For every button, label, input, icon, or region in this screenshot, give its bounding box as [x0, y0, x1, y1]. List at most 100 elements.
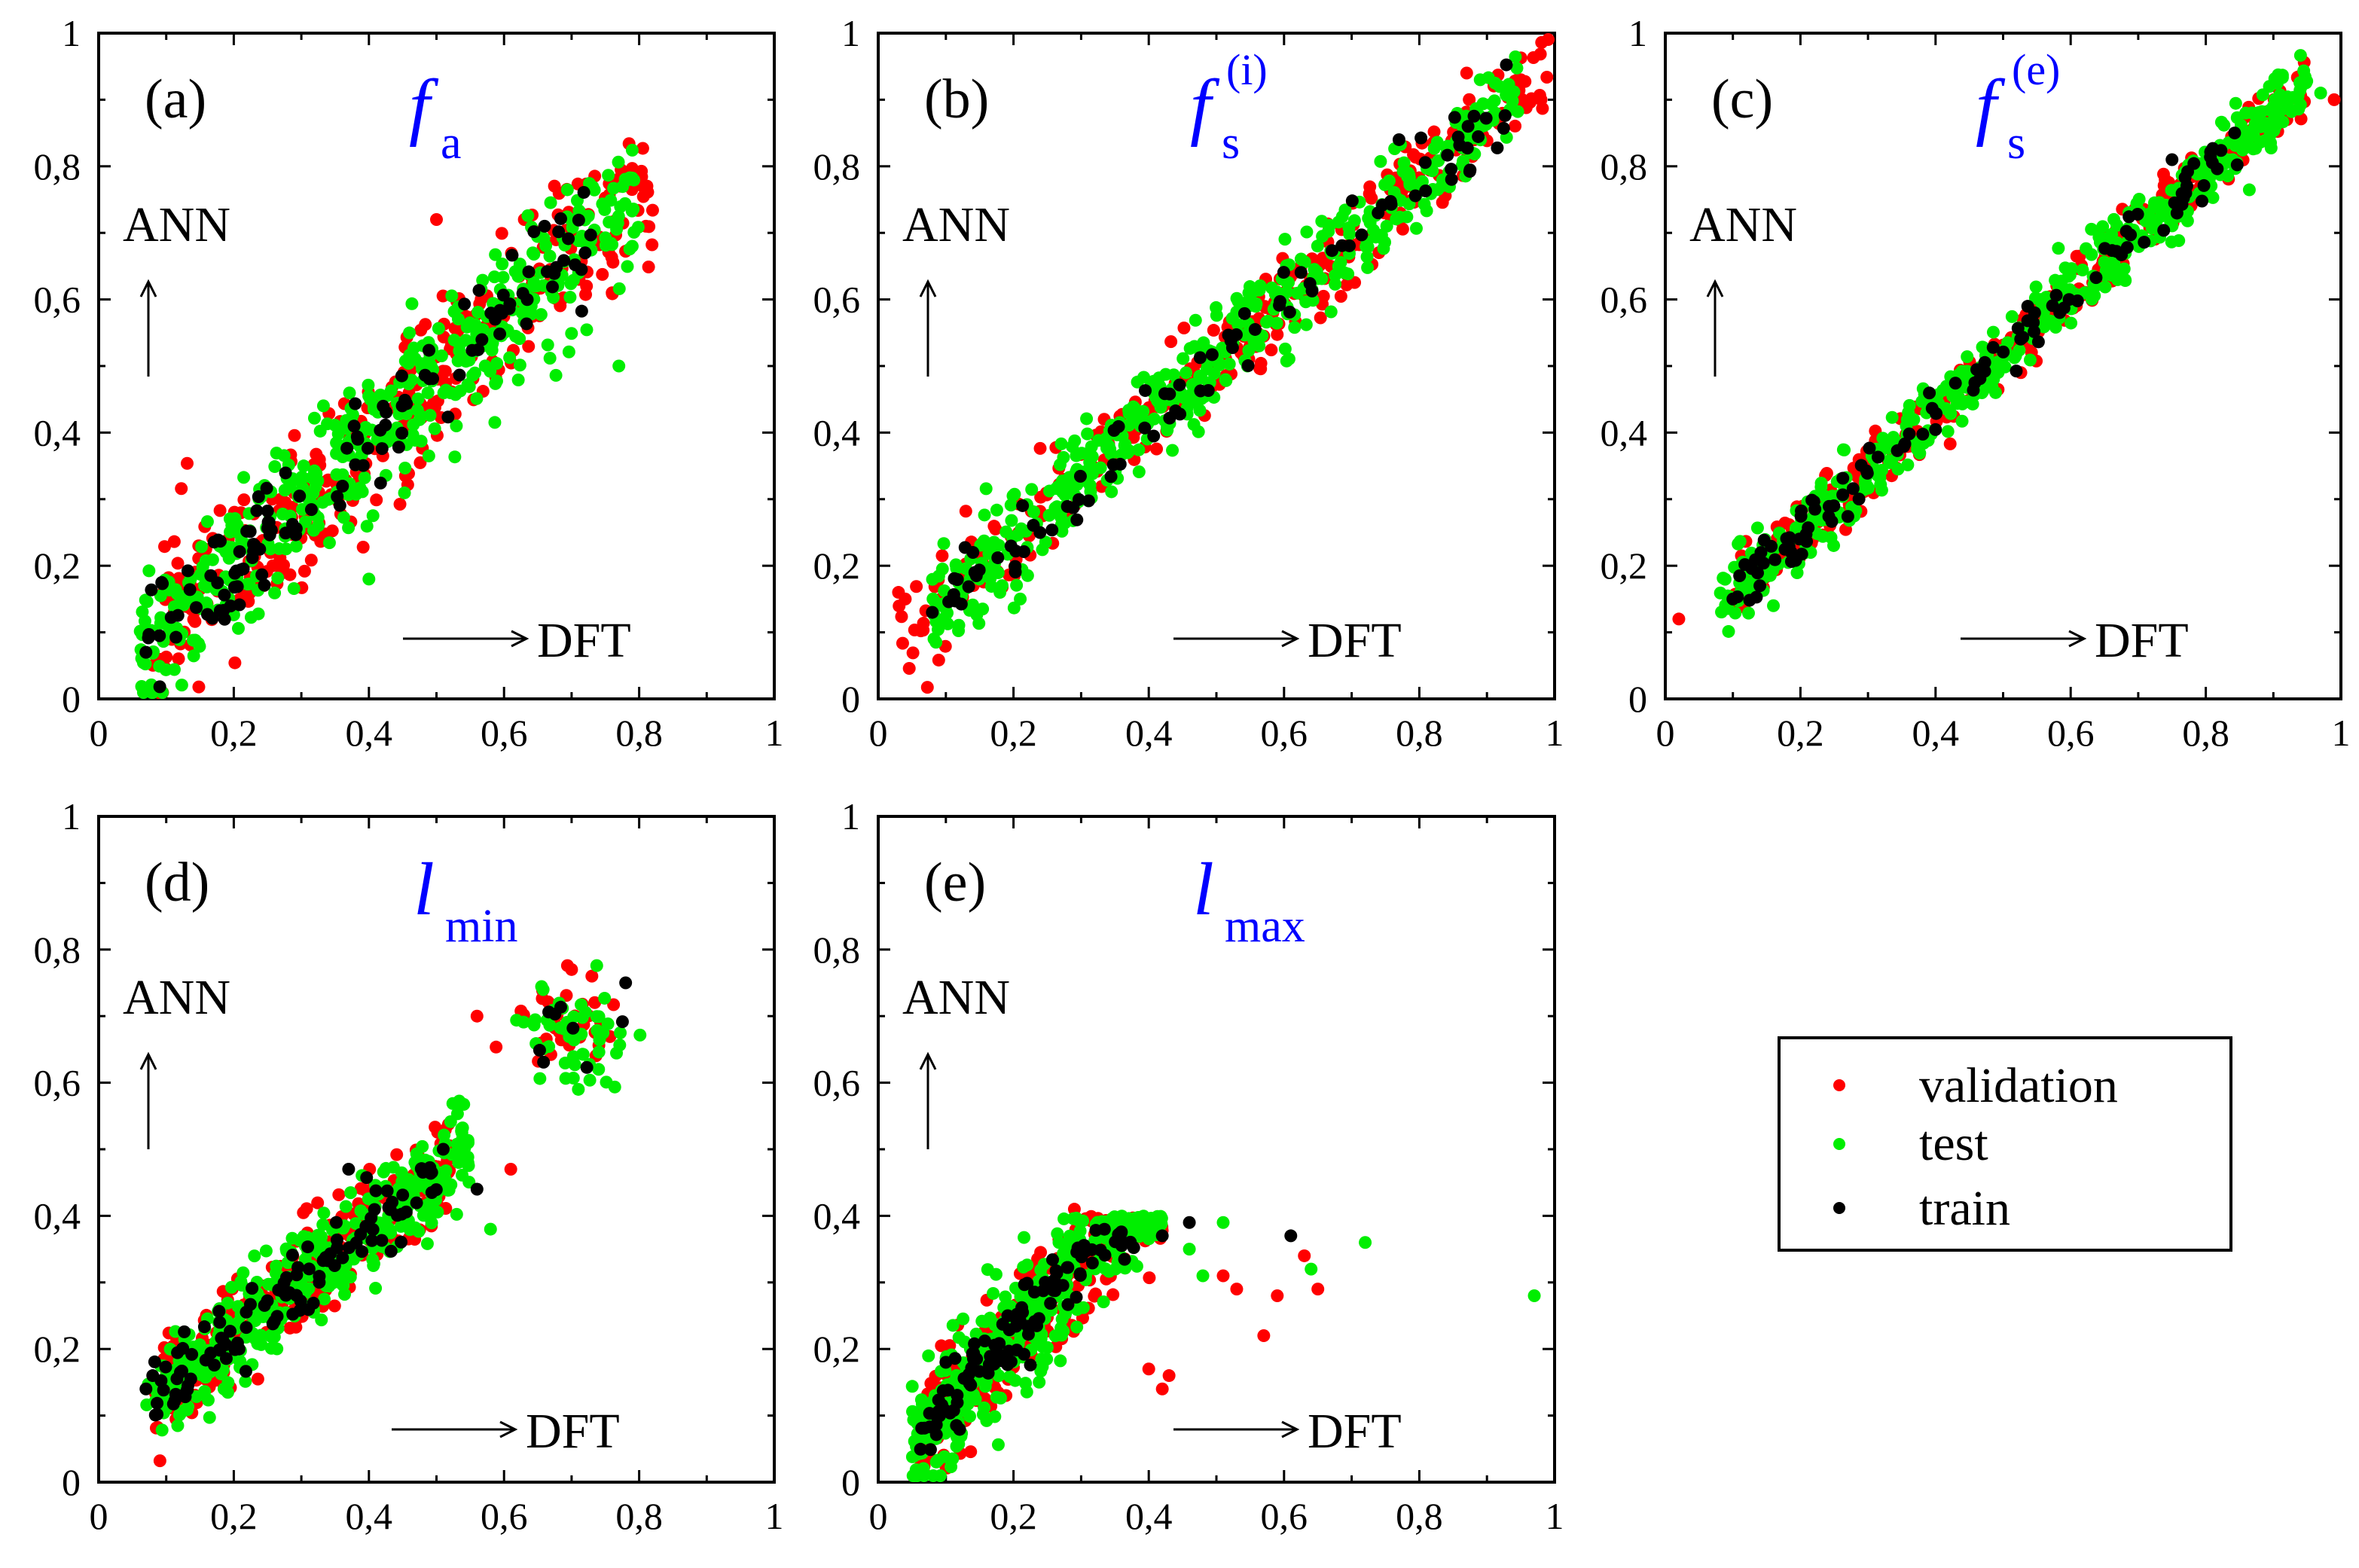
data-point-test [1260, 316, 1274, 329]
data-point-test [1131, 375, 1144, 389]
data-point-validation [300, 1202, 313, 1216]
data-point-validation [1298, 1249, 1311, 1262]
data-point-validation [1106, 1288, 1120, 1301]
x-axis-annotation: DFT [1308, 1404, 1402, 1459]
data-point-train [1183, 1216, 1196, 1229]
data-point-test [1270, 316, 1283, 330]
data-point-test [307, 523, 320, 537]
y-tick-label: 0 [62, 678, 81, 720]
data-point-test [976, 1408, 990, 1421]
data-point-validation [641, 185, 655, 199]
data-point-train [233, 545, 246, 558]
data-point-test [511, 373, 525, 386]
data-point-train [1061, 1298, 1075, 1311]
data-point-test [599, 239, 612, 252]
data-point-test [612, 282, 626, 295]
data-point-train [380, 1184, 394, 1197]
y-tick-label: 0,8 [813, 145, 861, 188]
data-point-validation [989, 522, 1002, 535]
data-point-test [1377, 242, 1390, 255]
data-point-test [1010, 578, 1024, 592]
data-point-test [536, 983, 550, 996]
data-point-train [331, 1241, 344, 1255]
x-tick-label: 0,8 [615, 1495, 663, 1537]
data-point-train [1852, 493, 1866, 506]
data-point-test [565, 327, 578, 340]
data-point-test [935, 562, 949, 575]
data-point-test [221, 1296, 234, 1310]
data-point-train [1392, 133, 1405, 146]
data-point-train [2011, 322, 2025, 335]
data-point-train [246, 1282, 259, 1295]
data-point-test [1021, 1258, 1034, 1272]
data-point-test [1767, 599, 1781, 612]
data-point-test [316, 496, 329, 509]
quantity-symbol: l [1193, 847, 1214, 931]
data-point-test [1722, 624, 1735, 638]
data-point-test [287, 581, 301, 595]
data-point-train [375, 442, 389, 456]
x-tick-label: 0,6 [2047, 712, 2095, 754]
data-point-test [277, 449, 291, 462]
data-point-train [395, 1235, 408, 1249]
x-tick-label: 0,4 [1125, 1495, 1173, 1537]
data-point-test [362, 378, 375, 392]
data-point-validation [1514, 73, 1527, 87]
data-point-train [368, 1203, 381, 1216]
data-point-test [1721, 602, 1735, 615]
data-point-test [572, 204, 586, 218]
data-point-train [1205, 348, 1219, 361]
data-point-test [298, 1252, 312, 1266]
data-point-test [1332, 260, 1345, 273]
data-point-train [1044, 1297, 1057, 1310]
data-point-test [259, 1244, 273, 1258]
data-point-train [1173, 378, 1186, 392]
data-point-train [2031, 335, 2045, 349]
data-point-validation [192, 680, 206, 694]
data-point-train [939, 1356, 953, 1369]
data-point-train [2211, 162, 2224, 175]
data-point-test [1306, 294, 1320, 307]
data-point-validation [1265, 343, 1278, 357]
data-point-test [2098, 255, 2111, 269]
data-point-test [1055, 1313, 1069, 1326]
x-tick-label: 0,2 [210, 712, 258, 754]
data-point-test [447, 305, 461, 319]
data-point-test [448, 450, 462, 464]
data-point-test [975, 1314, 989, 1328]
data-point-train [1248, 322, 1262, 336]
data-point-train [968, 1337, 981, 1350]
data-point-validation [565, 962, 578, 976]
data-point-train [374, 423, 387, 437]
data-point-test [1249, 300, 1262, 313]
data-point-train [197, 1320, 211, 1334]
data-point-validation [283, 568, 297, 581]
data-point-test [452, 1156, 465, 1170]
data-point-test [1278, 342, 1292, 355]
data-point-train [1743, 593, 1756, 607]
data-point-test [564, 277, 578, 291]
data-point-test [1885, 456, 1899, 469]
data-point-train [139, 1382, 153, 1396]
data-point-test [471, 305, 485, 319]
data-point-train [554, 212, 567, 225]
data-point-test [230, 518, 244, 532]
x-axis-annotation: DFT [2095, 613, 2189, 668]
data-point-test [567, 1010, 581, 1023]
data-point-validation [414, 456, 427, 469]
data-point-train [1001, 1309, 1015, 1322]
data-point-test [1054, 1354, 1067, 1368]
data-point-train [1024, 1358, 1037, 1371]
data-point-test [261, 1277, 275, 1291]
data-point-test [420, 1237, 434, 1250]
data-point-test [562, 345, 575, 358]
y-tick-label: 0,8 [1601, 145, 1648, 188]
data-point-test [311, 1228, 325, 1242]
data-point-train [1923, 386, 1936, 400]
data-point-train [253, 542, 267, 556]
data-point-test [979, 482, 993, 496]
data-point-train [584, 228, 597, 242]
data-point-test [908, 1469, 921, 1482]
x-tick-label: 0,8 [615, 712, 663, 754]
data-point-train [375, 1234, 389, 1247]
